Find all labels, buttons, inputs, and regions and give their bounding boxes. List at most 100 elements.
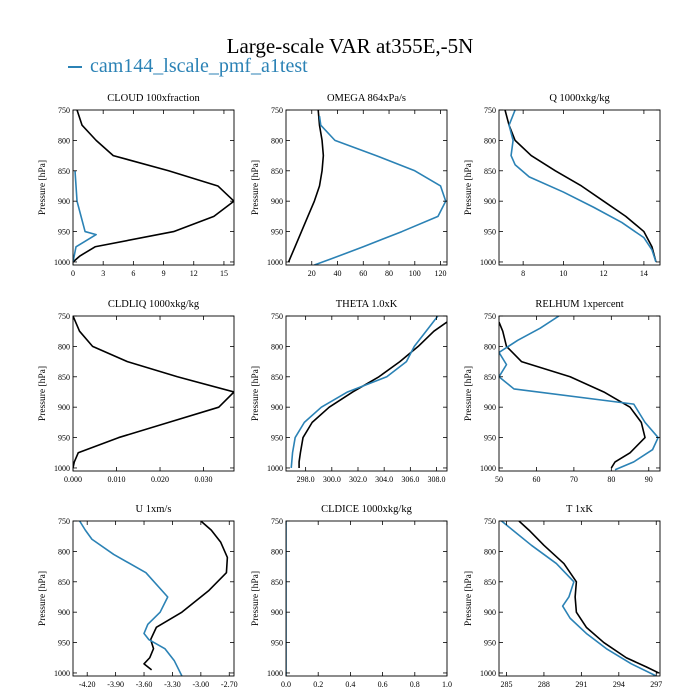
- panel-title: CLDICE 1000xkg/kg: [321, 504, 412, 515]
- x-tick-label: 297: [650, 680, 662, 689]
- x-tick-label: 40: [334, 269, 342, 278]
- x-tick-label: 9: [162, 269, 166, 278]
- x-tick-label: -3.30: [164, 680, 181, 689]
- x-tick-label: -2.70: [221, 680, 238, 689]
- x-tick-label: 0.030: [195, 475, 213, 484]
- chart-panel: RELHUM 1xpercent Pressure [hPa] 50 60 70 80 90…: [464, 299, 661, 484]
- x-tick-label: 10: [559, 269, 567, 278]
- legend-line-swatch: [68, 66, 82, 69]
- series-line-primary: [287, 110, 325, 263]
- y-tick-label: 800: [484, 136, 496, 145]
- y-tick-label: 900: [271, 197, 283, 206]
- y-tick-label: 900: [271, 403, 283, 412]
- y-tick-label: 900: [58, 608, 70, 617]
- panel-title: Q 1000xkg/kg: [549, 93, 610, 104]
- y-tick-label: 800: [271, 136, 283, 145]
- series-line-primary: [504, 110, 657, 263]
- y-tick-label: 900: [58, 403, 70, 412]
- y-tick-label: 750: [271, 517, 283, 526]
- series-line-primary: [518, 521, 660, 674]
- x-tick-label: 288: [538, 680, 550, 689]
- y-tick-label: 850: [271, 167, 283, 176]
- y-tick-label: 800: [58, 136, 70, 145]
- y-tick-label: 750: [58, 312, 70, 321]
- chart-panel: THETA 1.0xK Pressure [hPa] 298.0 300.0 302.0…: [251, 299, 448, 484]
- series-line-primary: [298, 321, 447, 468]
- x-tick-label: 3: [101, 269, 105, 278]
- y-tick-label: 950: [484, 228, 496, 237]
- y-axis-label: Pressure [hPa]: [251, 571, 261, 626]
- x-tick-label: 14: [640, 269, 648, 278]
- chart-panel: CLDLIQ 1000xkg/kg Pressure [hPa] 0.000 0.01…: [38, 299, 235, 484]
- x-tick-label: 306.0: [401, 475, 419, 484]
- y-tick-label: 1000: [267, 464, 283, 473]
- y-tick-label: 950: [484, 434, 496, 443]
- y-tick-label: 850: [271, 578, 283, 587]
- y-tick-label: 1000: [267, 258, 283, 267]
- y-tick-label: 800: [58, 547, 70, 556]
- x-tick-label: 0.2: [313, 680, 323, 689]
- y-tick-label: 850: [484, 373, 496, 382]
- series-line-secondary: [78, 521, 183, 676]
- x-tick-label: 0.000: [64, 475, 82, 484]
- y-axis-label: Pressure [hPa]: [38, 571, 48, 626]
- legend: cam144_lscale_pmf_a1test: [68, 55, 308, 78]
- y-tick-label: 850: [58, 373, 70, 382]
- x-tick-label: 8: [521, 269, 525, 278]
- x-tick-label: -3.60: [136, 680, 153, 689]
- y-axis-label: Pressure [hPa]: [251, 366, 261, 421]
- y-tick-label: 900: [58, 197, 70, 206]
- series-line-secondary: [508, 110, 657, 263]
- plot-frame: [72, 315, 235, 472]
- y-axis-label: Pressure [hPa]: [251, 160, 261, 215]
- x-tick-label: 60: [532, 475, 540, 484]
- y-tick-label: 950: [484, 639, 496, 648]
- x-tick-label: 300.0: [323, 475, 341, 484]
- chart-panel: U 1xm/s Pressure [hPa] -4.20 -3.90 -3.60 -3.3…: [38, 504, 238, 689]
- y-tick-label: 900: [271, 608, 283, 617]
- y-tick-label: 800: [58, 342, 70, 351]
- x-tick-label: 0: [71, 269, 75, 278]
- x-tick-label: 15: [220, 269, 228, 278]
- y-tick-label: 850: [484, 167, 496, 176]
- y-axis-label: Pressure [hPa]: [464, 160, 474, 215]
- y-tick-label: 950: [271, 434, 283, 443]
- y-tick-label: 950: [271, 228, 283, 237]
- x-tick-label: 0.010: [108, 475, 126, 484]
- x-tick-label: 12: [190, 269, 198, 278]
- series-line-primary: [499, 321, 646, 469]
- x-tick-label: 70: [570, 475, 578, 484]
- y-tick-label: 1000: [480, 258, 496, 267]
- x-tick-label: 50: [495, 475, 503, 484]
- y-tick-label: 750: [484, 517, 496, 526]
- x-tick-label: 0.020: [151, 475, 169, 484]
- x-tick-label: 80: [385, 269, 393, 278]
- x-tick-label: 0.6: [378, 680, 388, 689]
- x-tick-label: 298.0: [297, 475, 315, 484]
- series-line-secondary: [73, 170, 97, 263]
- x-tick-label: 20: [308, 269, 316, 278]
- y-tick-label: 800: [271, 342, 283, 351]
- y-tick-label: 950: [271, 639, 283, 648]
- x-tick-label: 0.8: [410, 680, 420, 689]
- legend-label: cam144_lscale_pmf_a1test: [90, 55, 308, 77]
- panel-title: OMEGA 864xPa/s: [327, 93, 406, 104]
- plot-frame: [498, 315, 661, 472]
- y-tick-label: 900: [484, 608, 496, 617]
- page-title: Large-scale VAR at355E,-5N: [226, 34, 474, 58]
- x-tick-label: 90: [645, 475, 653, 484]
- x-tick-label: -3.90: [107, 680, 124, 689]
- y-axis-label: Pressure [hPa]: [38, 366, 48, 421]
- panel-title: U 1xm/s: [136, 504, 172, 515]
- y-tick-label: 750: [58, 106, 70, 115]
- panel-title: T 1xK: [566, 504, 593, 515]
- plot-frame: [498, 520, 661, 677]
- x-tick-label: 100: [409, 269, 421, 278]
- y-tick-label: 1000: [267, 669, 283, 678]
- chart-panel: T 1xK Pressure [hPa] 285 288 291 294 297 750 800…: [464, 504, 662, 689]
- x-tick-label: 294: [613, 680, 625, 689]
- y-tick-label: 950: [58, 639, 70, 648]
- x-tick-label: 304.0: [375, 475, 393, 484]
- x-tick-label: 1.0: [442, 680, 452, 689]
